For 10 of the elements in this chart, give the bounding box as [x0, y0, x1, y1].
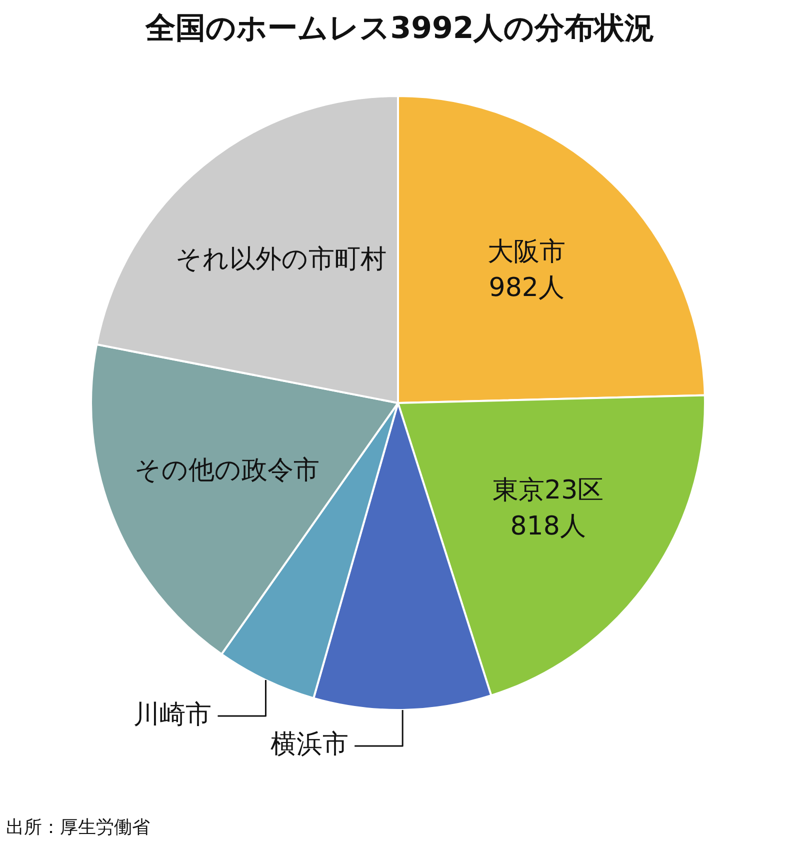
chart-title: 全国のホームレス3992人の分布状況 — [144, 10, 656, 48]
slice-label: 大阪市 — [488, 236, 566, 267]
slice-label: 横浜市 — [270, 730, 349, 760]
data-label: 818人 — [510, 512, 586, 542]
slice-label: 川崎市 — [134, 700, 212, 730]
data-label: 982人 — [488, 272, 564, 303]
slice-label: その他の政令市 — [134, 456, 320, 486]
slice-label: それ以外の市町村 — [175, 244, 386, 275]
slice-label: 東京23区 — [492, 476, 604, 506]
text: 出所：厚生労働省 — [6, 816, 150, 839]
